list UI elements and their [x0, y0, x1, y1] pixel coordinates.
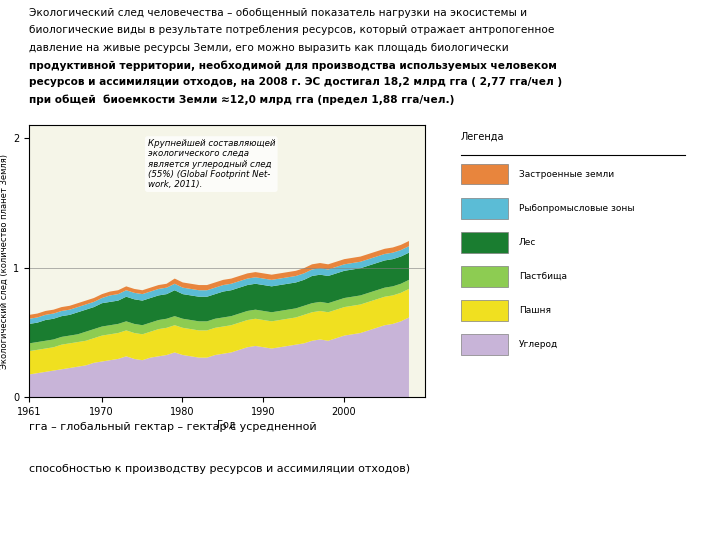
FancyBboxPatch shape [461, 198, 508, 219]
Text: Углерод: Углерод [519, 340, 558, 349]
FancyBboxPatch shape [461, 164, 508, 185]
Text: гга – глобальный гектар – гектар с усредненной: гга – глобальный гектар – гектар с усред… [29, 422, 316, 433]
Text: при общей  биоемкости Земли ≈12,0 млрд гга (предел 1,88 гга/чел.): при общей биоемкости Земли ≈12,0 млрд гг… [29, 94, 454, 105]
FancyBboxPatch shape [461, 232, 508, 253]
Text: продуктивной территории, необходимой для производства используемых человеком: продуктивной территории, необходимой для… [29, 60, 557, 71]
Text: ресурсов и ассимиляции отходов, на 2008 г. ЭС достигал 18,2 млрд гга ( 2,77 гга/: ресурсов и ассимиляции отходов, на 2008 … [29, 77, 562, 87]
Text: Экологический след человечества – обобщенный показатель нагрузки на экосистемы и: Экологический след человечества – обобще… [29, 8, 527, 18]
Text: способностью к производству ресурсов и ассимиляции отходов): способностью к производству ресурсов и а… [29, 464, 410, 474]
Text: Пашня: Пашня [519, 306, 551, 315]
Text: Пастбища: Пастбища [519, 272, 567, 281]
Text: биологические виды в результате потребления ресурсов, который отражает антропоге: биологические виды в результате потребле… [29, 25, 554, 36]
Text: Рыбопромысловые зоны: Рыбопромысловые зоны [519, 204, 634, 213]
Text: Лес: Лес [519, 238, 536, 247]
Text: Крупнейшей составляющей
экологического следа
является углеродный след
(55%) (Glo: Крупнейшей составляющей экологического с… [148, 139, 275, 190]
Text: давление на живые ресурсы Земли, его можно выразить как площадь биологически: давление на живые ресурсы Земли, его мож… [29, 43, 508, 53]
FancyBboxPatch shape [461, 266, 508, 287]
FancyBboxPatch shape [461, 334, 508, 355]
Y-axis label: Экологический след (количество планет Земля): Экологический след (количество планет Зе… [0, 154, 9, 369]
FancyBboxPatch shape [461, 300, 508, 321]
X-axis label: Год: Год [217, 420, 236, 430]
Text: Застроенные земли: Застроенные земли [519, 170, 614, 179]
Text: Легенда: Легенда [461, 132, 505, 141]
